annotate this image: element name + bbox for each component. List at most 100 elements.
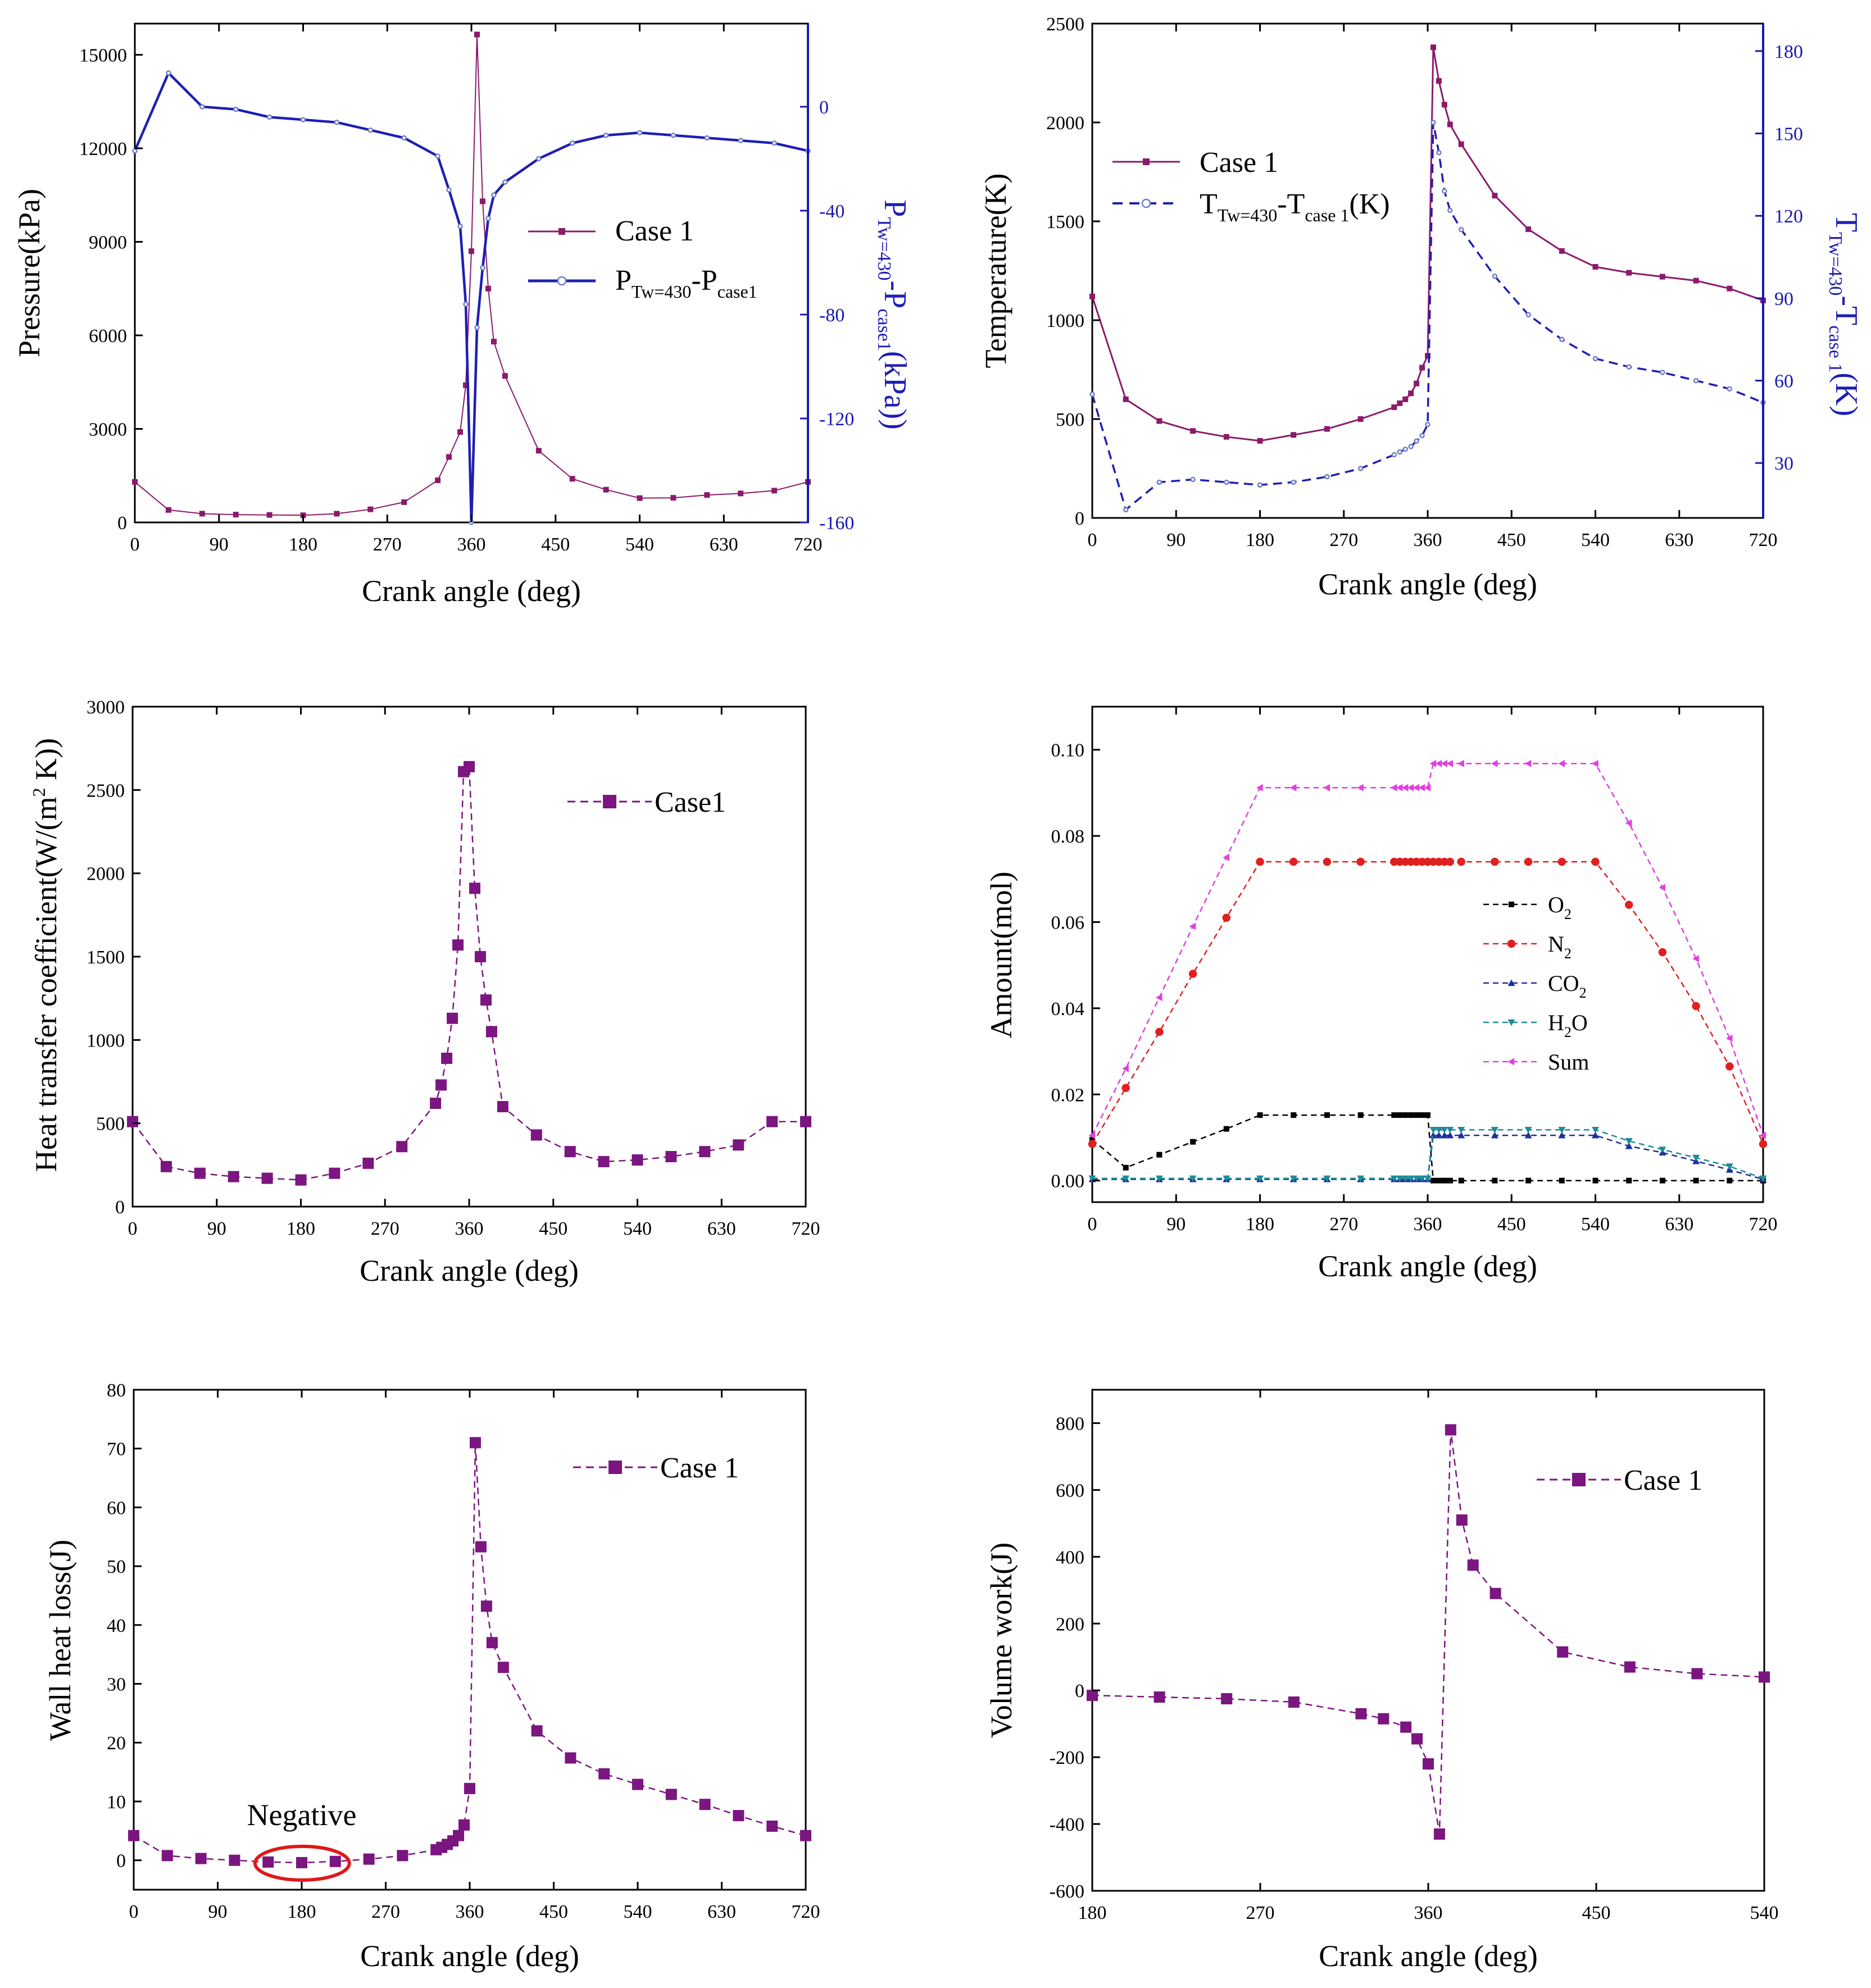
temperature-series-0-point [1291, 432, 1297, 438]
wallheat-series-0-point [531, 1725, 543, 1737]
amount-series-1-point [1457, 857, 1465, 866]
temperature-series-1-point [1419, 433, 1425, 439]
amount-series-1-point [1557, 857, 1566, 866]
amount-series-3-point [1725, 1163, 1733, 1170]
pressure-xlabel: Crank angle (deg) [362, 574, 581, 608]
volumework-series-0-point [1445, 1424, 1456, 1436]
temperature-series-1-point [1431, 120, 1436, 125]
volumework-ytick-label: -600 [1050, 1881, 1084, 1902]
temperature-series-0-point [1391, 404, 1397, 410]
wallheat-xlabel: Crank angle (deg) [360, 1939, 579, 1973]
volumework-series-0-point [1087, 1690, 1098, 1702]
pressure-xtick-label: 0 [130, 534, 140, 555]
htc-series-0-point [452, 939, 464, 951]
htc-series-0-point [447, 1012, 458, 1024]
amount-series-3-point [1441, 1126, 1448, 1134]
amount-series-0-point [1391, 1112, 1397, 1118]
temperature-series-1-point [1408, 444, 1414, 449]
wallheat-series-0-point [766, 1820, 778, 1832]
wallheat-ytick-label: 20 [107, 1733, 126, 1754]
temperature-y2tick-label: 150 [1774, 124, 1803, 145]
wallheat-ylabel: Wall heat loss(J) [43, 1540, 77, 1741]
volumework-series-0-point [1400, 1721, 1412, 1733]
temperature-series-0-point [1447, 121, 1453, 128]
pressure-series-0-point [435, 477, 441, 484]
temperature-series-0-point [1397, 400, 1403, 406]
amount-series-2-point [1429, 1131, 1437, 1139]
amount-series-4-point [1407, 784, 1414, 791]
htc-xtick-label: 540 [623, 1218, 652, 1239]
wallheat-ytick-label: 60 [107, 1498, 126, 1518]
amount-series-0-point [1727, 1177, 1733, 1184]
temperature-series-line-1 [1091, 122, 1764, 512]
wallheat-ytick-label: 10 [107, 1792, 126, 1813]
volumework-xtick-label: 540 [1750, 1903, 1779, 1923]
amount-xtick-label: 720 [1749, 1214, 1778, 1235]
amount-series-1-point [1624, 900, 1633, 909]
wallheat-series-0-point [296, 1857, 307, 1868]
amount-series-3-point [1491, 1126, 1498, 1134]
amount-series-4-point [1289, 784, 1297, 791]
amount-legend-marker [1507, 939, 1516, 948]
htc-series-0-point [497, 1101, 508, 1112]
pressure-series-1-point [502, 179, 508, 185]
pressure-series-1-point [704, 135, 710, 141]
pressure-series-0-point [771, 488, 778, 494]
amount-series-3-point [1424, 1175, 1432, 1182]
pressure-xtick-label: 450 [541, 534, 570, 555]
amount-ytick-label: 0.02 [1051, 1085, 1085, 1106]
temperature-series-1-point [1402, 447, 1408, 452]
pressure-series-0-point [704, 492, 710, 498]
pressure-ytick-label: 0 [117, 513, 127, 534]
temperature-y2tick-label: 180 [1774, 42, 1803, 62]
amount-series-3-point [1189, 1175, 1197, 1182]
wallheat-series-0-point [458, 1819, 470, 1831]
temperature-series-1-point [1442, 188, 1447, 194]
htc-ytick-label: 3000 [87, 697, 125, 718]
amount-series-4-point [1390, 784, 1397, 791]
htc-series-0-point [485, 1026, 497, 1038]
temperature-series-1-point [1458, 226, 1464, 233]
volumework-series-0-point [1456, 1514, 1468, 1526]
amount-series-1-point [1491, 857, 1499, 866]
temperature-series-0-point [1156, 418, 1162, 424]
volumework-series-0-point [1433, 1828, 1445, 1840]
htc-ytick-label: 1500 [87, 947, 125, 968]
pressure-series-0-point [233, 512, 239, 518]
amount-legend-label: H2O [1548, 1010, 1588, 1040]
pressure-y2tick-label: 0 [819, 97, 829, 118]
pressure-series-0-point [738, 490, 744, 497]
amount-series-4-point [1446, 759, 1453, 767]
temperature-series-1-point [1123, 507, 1129, 513]
amount-series-0-point [1089, 1136, 1095, 1143]
temperature-series-1-point [1592, 356, 1598, 362]
volumework-ytick-label: 400 [1056, 1547, 1084, 1568]
amount-series-0-point [1414, 1112, 1420, 1118]
amount-series-0-point [1559, 1177, 1565, 1184]
volumework-series-0-point [1759, 1671, 1770, 1683]
volumework-ytick-label: 200 [1056, 1614, 1084, 1635]
amount-series-4-point [1223, 853, 1229, 861]
wallheat-xtick-label: 90 [208, 1901, 228, 1922]
amount-ytick-label: 0.06 [1051, 912, 1085, 933]
temperature-series-1-point [1492, 274, 1498, 279]
pressure-series-1-point [367, 127, 374, 133]
temperature-legend-case1: Case 1 [1200, 147, 1278, 179]
htc-xlabel: Crank angle (deg) [360, 1254, 579, 1288]
wallheat-ytick-label: 0 [116, 1851, 126, 1872]
amount-series-2-point [1435, 1131, 1443, 1139]
amount-series-3-point [1413, 1175, 1420, 1182]
pressure-series-0-point [463, 382, 469, 388]
volumework-series-0-point [1355, 1708, 1367, 1719]
temperature-series-0-point [1190, 428, 1196, 434]
amount-series-1-point [1591, 857, 1600, 866]
amount-ytick-label: 0.08 [1051, 826, 1085, 847]
amount-legend-label: N2 [1548, 931, 1572, 962]
htc-ytick-label: 0 [115, 1197, 125, 1218]
amount-series-3-point [1429, 1126, 1437, 1134]
wallheat-ytick-label: 40 [107, 1616, 126, 1636]
amount-series-0-point [1458, 1177, 1464, 1184]
amount-series-4-point [1592, 759, 1598, 767]
pressure-ylabel: Pressure(kPa) [12, 189, 46, 357]
